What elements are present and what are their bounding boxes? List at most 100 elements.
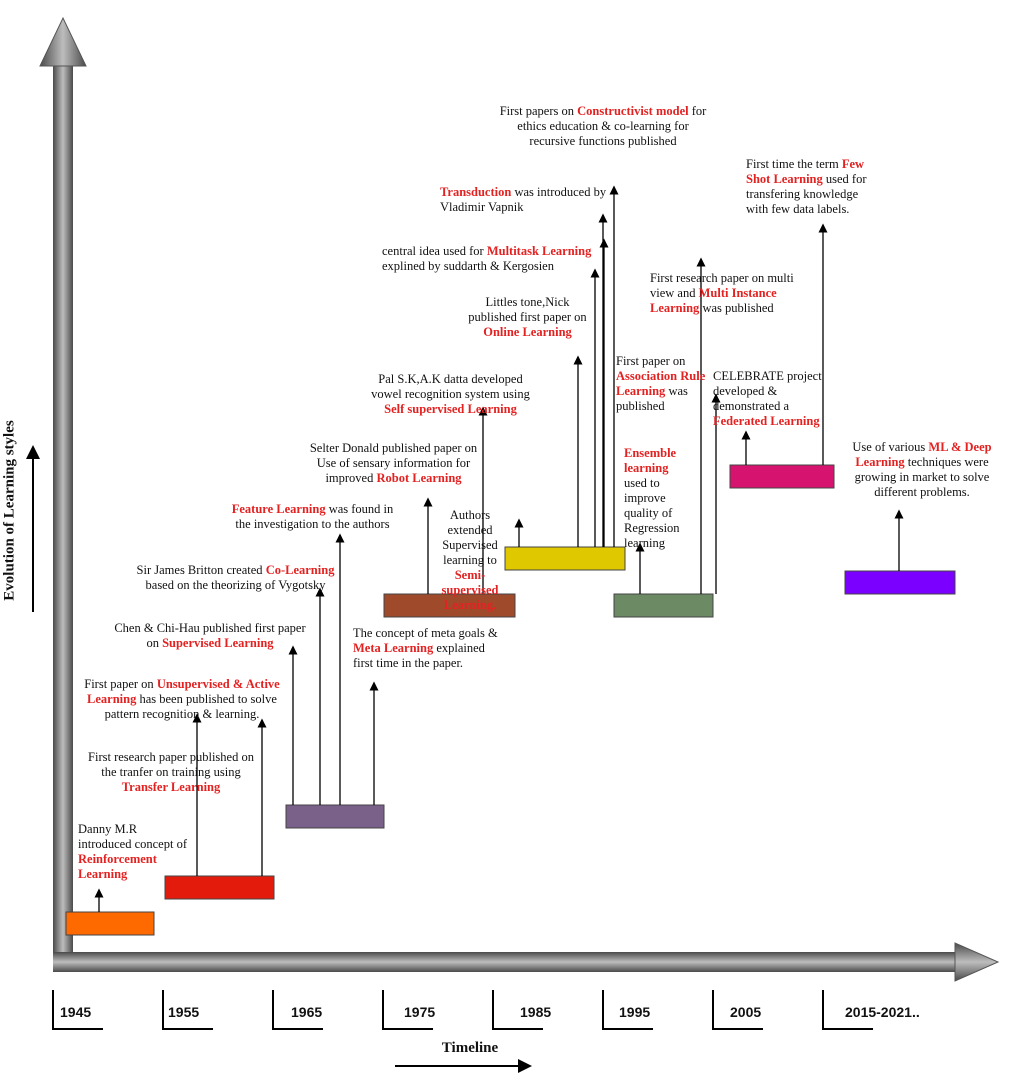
- note-text: techniques were growing in market to sol…: [854, 455, 990, 499]
- year-label: 1995: [619, 1004, 651, 1020]
- note-text: Use of various: [852, 440, 929, 454]
- note-text: First paper on: [616, 354, 686, 368]
- event-note: Littles tone,Nick published first paper …: [465, 295, 590, 340]
- note-text: explined by suddarth & Kergosien: [382, 259, 554, 273]
- learning-style-name: Transduction: [440, 185, 512, 199]
- x-axis-arrow: [53, 942, 1000, 982]
- year-label: 1965: [291, 1004, 323, 1020]
- note-text: was found in the investigation to the au…: [235, 502, 394, 531]
- learning-style-name: ML & Deep Learning: [855, 440, 992, 469]
- note-text: CELEBRATE project developed & demonstrat…: [713, 369, 822, 413]
- note-text: Authors extended Supervised learning to: [442, 508, 498, 567]
- learning-style-name: Self supervised Learning: [384, 402, 517, 416]
- event-note: First time the term Few Shot Learning us…: [746, 157, 876, 217]
- event-note: Sir James Britton created Co-Learning ba…: [133, 563, 338, 593]
- learning-style-name: Ensemble learning: [624, 446, 677, 475]
- event-note: central idea used for Multitask Learning…: [382, 244, 607, 274]
- note-text: Pal S.K,A.K datta developed vowel recogn…: [371, 372, 530, 401]
- year-label: 1985: [520, 1004, 552, 1020]
- note-text: First research paper on multi view and: [650, 271, 794, 300]
- event-note: First papers on Constructivist model for…: [498, 104, 708, 149]
- learning-style-name: Multi Instance Learning: [650, 286, 777, 315]
- year-label: 1945: [60, 1004, 92, 1020]
- y-axis-label: Evolution of Learning styles: [1, 420, 18, 601]
- learning-style-name: Feature Learning: [231, 502, 326, 516]
- period-box: [729, 464, 835, 489]
- timeline-tick: [52, 990, 103, 1030]
- learning-style-name: Supervised Learning: [162, 636, 274, 650]
- event-note: Chen & Chi-Hau published first paper on …: [110, 621, 310, 651]
- learning-style-name: Transfer Learning: [121, 780, 221, 794]
- event-note: Pal S.K,A.K datta developed vowel recogn…: [368, 372, 533, 417]
- event-note: Selter Donald published paper on Use of …: [306, 441, 481, 486]
- learning-style-name: Constructivist model: [577, 104, 689, 118]
- note-text: for ethics education & co-learning for r…: [517, 104, 707, 148]
- event-arrows: [94, 185, 904, 912]
- period-box: [383, 593, 516, 618]
- learning-style-name: Federated Learning: [713, 414, 820, 428]
- period-box: [65, 911, 155, 936]
- note-text: Littles tone,Nick published first paper …: [468, 295, 587, 324]
- event-note: Authors extended Supervised learning to …: [440, 508, 500, 613]
- note-text: Danny M.R introduced concept of: [78, 822, 187, 851]
- note-text: was published: [616, 384, 688, 413]
- period-boxes: [65, 464, 956, 936]
- event-note: Feature Learning was found in the invest…: [225, 502, 400, 532]
- event-note: First research paper on multi view and M…: [650, 271, 810, 316]
- note-text: explained first time in the paper.: [353, 641, 485, 670]
- note-text: First papers on: [499, 104, 578, 118]
- x-axis-label: Timeline: [441, 1040, 499, 1056]
- note-text: has been published to solve pattern reco…: [104, 692, 277, 721]
- year-label: 2005: [730, 1004, 762, 1020]
- note-text: Chen & Chi-Hau published first paper on: [114, 621, 306, 650]
- learning-style-name: Association Rule Learning: [616, 369, 706, 398]
- timeline-ticks: [52, 990, 873, 1030]
- period-box: [613, 593, 714, 618]
- note-text: First research paper published on the tr…: [88, 750, 254, 779]
- event-note: First paper on Association Rule Learning…: [616, 354, 721, 414]
- timeline-tick: [602, 990, 653, 1030]
- year-label: 1975: [404, 1004, 436, 1020]
- note-text: Selter Donald published paper on Use of …: [309, 441, 478, 485]
- year-label: 1955: [168, 1004, 200, 1020]
- learning-style-name: Meta Learning: [353, 641, 434, 655]
- note-text: First time the term: [746, 157, 842, 171]
- note-text: used to improve quality of Regression le…: [624, 476, 680, 550]
- note-text: First paper on: [84, 677, 157, 691]
- learning-style-name: Robot Learning: [376, 471, 462, 485]
- note-text: central idea used for: [382, 244, 487, 258]
- learning-style-name: Online Learning: [483, 325, 572, 339]
- period-box: [844, 570, 956, 595]
- learning-style-name: Unsupervised & Active Learning: [87, 677, 280, 706]
- learning-style-name: Reinforcement Learning: [78, 852, 157, 881]
- note-text: used for transfering knowledge with few …: [746, 172, 867, 216]
- event-note: Danny M.R introduced concept of Reinforc…: [78, 822, 188, 882]
- event-note: First research paper published on the tr…: [86, 750, 256, 795]
- learning-style-name: Co-Learning: [265, 563, 335, 577]
- note-text: based on the theorizing of Vygotsky: [145, 578, 326, 592]
- timeline-tick: [822, 990, 873, 1030]
- period-box: [504, 546, 626, 571]
- learning-style-name: Multitask Learning: [486, 244, 592, 258]
- note-text: was published: [699, 301, 774, 315]
- timeline-tick: [492, 990, 543, 1030]
- note-text: The concept of meta goals &: [353, 626, 498, 640]
- year-label: 2015-2021..: [845, 1004, 920, 1020]
- timeline-tick: [272, 990, 323, 1030]
- timeline-tick: [712, 990, 763, 1030]
- y-axis-arrow: [39, 16, 87, 964]
- period-box: [164, 875, 275, 900]
- note-text: was introduced by Vladimir Vapnik: [440, 185, 607, 214]
- period-box: [285, 804, 385, 829]
- learning-style-name: Semi-supervised Learning.: [441, 568, 499, 612]
- timeline-tick: [162, 990, 213, 1030]
- timeline-tick: [382, 990, 433, 1030]
- event-note: Transduction was introduced by Vladimir …: [440, 185, 620, 215]
- event-note: The concept of meta goals & Meta Learnin…: [353, 626, 508, 671]
- event-note: CELEBRATE project developed & demonstrat…: [713, 369, 833, 429]
- event-note: Use of various ML & Deep Learning techni…: [842, 440, 1002, 500]
- event-note: Ensemble learning used to improve qualit…: [624, 446, 694, 551]
- note-text: Sir James Britton created: [136, 563, 266, 577]
